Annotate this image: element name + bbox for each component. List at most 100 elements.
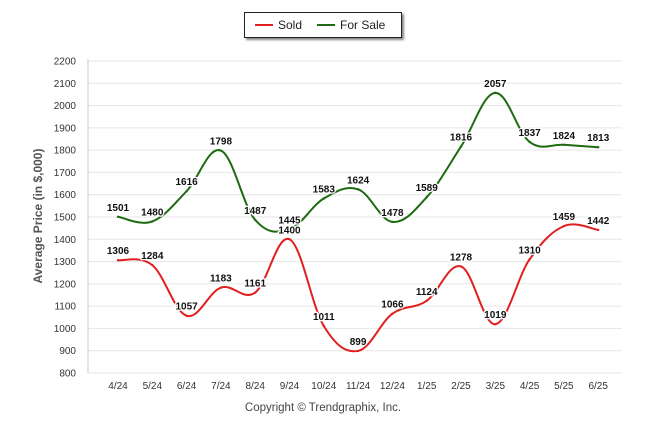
data-point-sold bbox=[356, 349, 360, 353]
data-label-for-sale: 1798 bbox=[210, 137, 233, 148]
data-label-for-sale: 1816 bbox=[450, 133, 473, 144]
data-point-for-sale bbox=[185, 189, 188, 193]
data-point-sold bbox=[288, 238, 291, 241]
data-point-for-sale bbox=[254, 218, 257, 222]
data-label-sold: 1011 bbox=[313, 312, 335, 323]
data-point-sold bbox=[425, 299, 428, 302]
data-label-sold: 899 bbox=[350, 337, 367, 348]
data-label-sold: 1161 bbox=[244, 279, 266, 290]
x-tick-label: 4/25 bbox=[520, 381, 540, 392]
data-point-sold bbox=[459, 265, 463, 268]
series-lines bbox=[116, 91, 600, 353]
data-label-for-sale: 1589 bbox=[416, 183, 439, 194]
data-labels: 1306 1284 1057 1183 1161 1400 1011 899 1066 1124 1… bbox=[106, 78, 611, 350]
data-label-for-sale: 1624 bbox=[347, 175, 370, 186]
data-point-for-sale bbox=[116, 215, 120, 218]
data-label-for-sale: 1616 bbox=[175, 177, 198, 188]
x-tick-label: 6/25 bbox=[588, 381, 608, 392]
y-tick-label: 1500 bbox=[54, 213, 77, 224]
data-label-for-sale: 1445 bbox=[278, 215, 301, 226]
legend-item-for-sale[interactable]: For Sale bbox=[317, 18, 385, 32]
y-tick-label: 800 bbox=[59, 369, 76, 380]
x-tick-label: 6/24 bbox=[177, 381, 197, 392]
gridlines bbox=[88, 60, 622, 374]
x-tick-label: 12/24 bbox=[380, 381, 405, 392]
y-tick-label: 1100 bbox=[54, 302, 76, 313]
data-label-sold: 1400 bbox=[278, 225, 301, 236]
y-tick-label: 1700 bbox=[54, 168, 77, 179]
axes: 800 900 1000 1100 1200 1300 1400 1500 1600 1700 18… bbox=[54, 57, 609, 393]
data-label-sold: 1124 bbox=[416, 287, 438, 298]
data-label-sold: 1459 bbox=[553, 212, 576, 223]
x-tick-label: 5/25 bbox=[554, 381, 574, 392]
data-label-sold: 1019 bbox=[484, 310, 507, 321]
data-point-sold bbox=[219, 286, 223, 289]
series-line-for-sale bbox=[117, 91, 599, 233]
data-label-for-sale: 1813 bbox=[587, 133, 610, 144]
x-tick-label: 9/24 bbox=[280, 381, 300, 392]
x-tick-label: 2/25 bbox=[451, 381, 471, 392]
data-label-sold: 1066 bbox=[381, 300, 404, 311]
x-tick-label: 7/24 bbox=[211, 381, 231, 392]
data-label-for-sale: 1501 bbox=[107, 203, 130, 214]
y-tick-label: 1200 bbox=[54, 279, 77, 290]
data-point-for-sale bbox=[151, 220, 154, 223]
data-point-for-sale bbox=[356, 188, 360, 191]
y-tick-label: 900 bbox=[59, 346, 76, 357]
data-point-sold bbox=[391, 312, 394, 315]
data-point-for-sale bbox=[562, 143, 566, 146]
data-label-sold: 1310 bbox=[518, 245, 541, 256]
data-label-for-sale: 1480 bbox=[141, 207, 164, 218]
data-label-sold: 1278 bbox=[450, 252, 473, 263]
y-tick-label: 1400 bbox=[54, 235, 77, 246]
data-point-sold bbox=[494, 322, 497, 326]
x-tick-label: 8/24 bbox=[245, 381, 265, 392]
y-tick-label: 1900 bbox=[54, 123, 77, 134]
y-tick-label: 1000 bbox=[54, 324, 77, 335]
x-tick-label: 1/25 bbox=[417, 381, 437, 392]
copyright-text: Copyright © Trendgraphix, Inc. bbox=[244, 402, 402, 414]
legend-swatch-sold bbox=[255, 24, 273, 26]
data-label-for-sale: 1824 bbox=[553, 131, 576, 142]
data-point-sold bbox=[597, 228, 600, 232]
data-label-sold: 1284 bbox=[141, 251, 164, 262]
data-label-sold: 1057 bbox=[175, 302, 198, 313]
data-point-sold bbox=[562, 224, 566, 228]
data-point-sold bbox=[254, 291, 257, 294]
legend-swatch-for-sale bbox=[317, 24, 335, 26]
data-label-for-sale: 1583 bbox=[313, 185, 336, 196]
y-tick-label: 1300 bbox=[54, 257, 77, 268]
data-point-for-sale bbox=[494, 91, 497, 95]
legend[interactable]: Sold For Sale bbox=[244, 12, 402, 38]
data-label-sold: 1306 bbox=[107, 246, 130, 257]
data-point-sold bbox=[185, 314, 188, 317]
legend-label-for-sale: For Sale bbox=[340, 18, 386, 32]
y-tick-label: 1800 bbox=[54, 146, 77, 157]
data-point-sold bbox=[151, 263, 154, 267]
data-label-for-sale: 2057 bbox=[484, 79, 507, 90]
data-point-for-sale bbox=[459, 145, 463, 148]
x-tick-label: 4/24 bbox=[108, 381, 128, 392]
data-point-for-sale bbox=[288, 228, 291, 231]
data-label-for-sale: 1478 bbox=[381, 208, 404, 219]
data-point-for-sale bbox=[425, 195, 428, 199]
data-point-sold bbox=[322, 324, 325, 328]
data-point-for-sale bbox=[597, 146, 600, 149]
data-label-for-sale: 1487 bbox=[244, 206, 267, 217]
data-point-for-sale bbox=[322, 197, 325, 200]
legend-item-sold[interactable]: Sold bbox=[255, 18, 302, 32]
data-label-sold: 1442 bbox=[587, 216, 610, 227]
legend-label-sold: Sold bbox=[278, 18, 303, 32]
x-tick-label: 11/24 bbox=[346, 381, 371, 392]
data-point-for-sale bbox=[391, 220, 394, 224]
x-tick-label: 10/24 bbox=[311, 381, 336, 392]
y-tick-label: 1600 bbox=[54, 190, 77, 201]
y-tick-label: 2100 bbox=[54, 79, 77, 90]
x-tick-label: 3/25 bbox=[486, 381, 506, 392]
data-point-for-sale bbox=[219, 149, 223, 152]
series-line-sold bbox=[117, 223, 599, 353]
data-point-sold bbox=[116, 259, 120, 262]
y-axis-label: Average Price (in $,000) bbox=[31, 148, 45, 284]
y-tick-label: 2000 bbox=[54, 101, 77, 112]
